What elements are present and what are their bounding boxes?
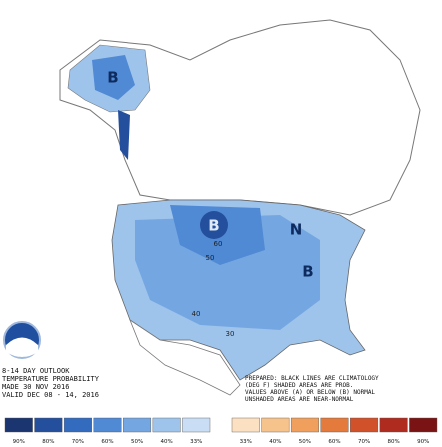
legend-swatch xyxy=(290,417,319,433)
map-label: B xyxy=(107,69,118,87)
contour-label: 30 xyxy=(226,330,235,338)
legend-label: 80% xyxy=(388,439,400,445)
legend-swatch xyxy=(123,417,152,433)
legend-swatch xyxy=(182,417,211,433)
map-label: B xyxy=(208,217,219,235)
map-label: N xyxy=(290,221,303,239)
outlook-line: TEMPERATURE PROBABILITY xyxy=(2,375,100,383)
noaa-logo-wave xyxy=(6,337,38,357)
legend-label: 40% xyxy=(269,439,281,445)
note-line: (DEG F) SHADED AREAS ARE PROB. xyxy=(245,382,353,389)
legend-label: 70% xyxy=(358,439,370,445)
core xyxy=(200,211,228,239)
legend-swatch xyxy=(409,417,438,433)
contour-label: 60 xyxy=(214,240,223,248)
contour-label: 40 xyxy=(192,310,201,318)
legend-label: 50% xyxy=(299,439,311,445)
note-line: UNSHADED AREAS ARE NEAR-NORMAL xyxy=(245,396,354,403)
legend-swatch xyxy=(4,417,33,433)
legend-swatch xyxy=(320,417,349,433)
legend-label: 70% xyxy=(72,439,84,445)
legend-label: 80% xyxy=(42,439,54,445)
legend-label: 60% xyxy=(101,439,113,445)
outlook-line: MADE 30 NOV 2016 xyxy=(2,383,69,391)
legend-swatch xyxy=(350,417,379,433)
mexico xyxy=(129,318,241,396)
alaska-core xyxy=(92,55,135,100)
legend: 90% 80% 70% 60% 50% 40% 33% 33% 40% 50% 60% 70% 80% 9… xyxy=(4,417,438,445)
legend-label: 33% xyxy=(240,439,252,445)
legend-label: 60% xyxy=(328,439,340,445)
legend-label: 50% xyxy=(131,439,143,445)
contour-label: 50 xyxy=(206,254,215,262)
legend-swatch xyxy=(152,417,181,433)
legend-swatch xyxy=(231,417,260,433)
legend-swatch xyxy=(261,417,290,433)
note-line: PREPARED: BLACK LINES ARE CLIMATOLOGY xyxy=(245,375,379,382)
legend-label: 90% xyxy=(13,439,25,445)
legend-label: 33% xyxy=(190,439,202,445)
notes-text: PREPARED: BLACK LINES ARE CLIMATOLOGY(DE… xyxy=(245,375,379,403)
legend-swatch xyxy=(63,417,92,433)
legend-swatch xyxy=(379,417,408,433)
legend-label: 90% xyxy=(417,439,429,445)
legend-swatch xyxy=(34,417,63,433)
legend-label: 40% xyxy=(161,439,173,445)
outlook-line: VALID DEC 08 - 14, 2016 xyxy=(2,391,99,399)
map-label: B xyxy=(302,263,313,281)
legend-swatch xyxy=(93,417,122,433)
note-line: VALUES ABOVE (A) OR BELOW (B) NORMAL xyxy=(245,389,375,396)
outlook-line: 8-14 DAY OUTLOOK xyxy=(2,367,70,375)
panhandle xyxy=(118,110,130,160)
